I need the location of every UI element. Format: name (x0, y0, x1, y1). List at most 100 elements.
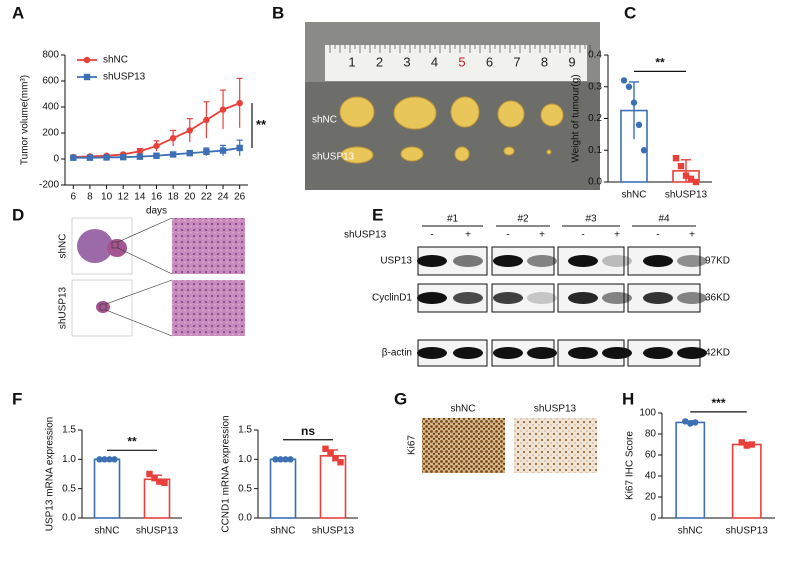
data-point (682, 172, 690, 179)
data-point (687, 175, 695, 183)
data-point (272, 456, 279, 463)
panel-label: B (272, 3, 284, 22)
y-axis-label: CCND1 mRNA expression (221, 415, 232, 532)
y-tick-label: 800 (42, 50, 59, 61)
size-label: 97KD (705, 256, 730, 267)
x-tick-label: shUSP13 (136, 526, 179, 537)
blot-band (527, 255, 557, 267)
data-point (322, 445, 329, 452)
x-tick-label: 24 (217, 192, 229, 203)
ruler-number: 9 (568, 54, 575, 69)
blot-band (453, 292, 483, 304)
panel-label: E (372, 205, 383, 224)
data-point (236, 144, 243, 152)
ruler-number: 2 (376, 54, 383, 69)
western-blot: #1 #2 #3 #4 shUSP13 - + - + - + - + USP13 97KD CyclinD1… (344, 214, 730, 367)
y-tick-label: 1.5 (238, 425, 252, 436)
data-point (146, 470, 153, 478)
y-tick-label: 600 (42, 76, 59, 87)
data-point (136, 153, 144, 160)
data-point (287, 456, 294, 463)
protein-label: USP13 (380, 256, 412, 267)
y-axis-label: Ki67 IHC Score (625, 431, 636, 500)
data-point (677, 162, 685, 170)
column-label: shUSP13 (534, 404, 577, 415)
condition-sign: - (430, 230, 433, 241)
y-tick-label: 1.0 (62, 454, 76, 465)
column-label: shNC (450, 404, 475, 415)
blot-band (677, 347, 707, 359)
y-axis-label: USP13 mRNA expression (45, 417, 56, 532)
y-tick-label: 200 (42, 128, 59, 139)
bar (675, 421, 706, 519)
ruler-number: 4 (431, 54, 438, 69)
sample-label: #1 (447, 214, 459, 225)
y-tick-label: 80 (645, 429, 657, 440)
condition-sign: + (465, 230, 471, 241)
data-point (738, 439, 745, 446)
blot-band (568, 255, 598, 267)
blot-band (568, 347, 598, 359)
panel-label: D (12, 205, 24, 224)
panel-label: F (12, 389, 22, 408)
data-point (153, 152, 160, 159)
ruler-number: 5 (458, 54, 465, 69)
data-point (96, 456, 103, 463)
y-tick-label: -200 (39, 180, 59, 191)
data-point (161, 479, 168, 486)
x-tick-label: 20 (184, 192, 196, 203)
data-point (186, 127, 193, 134)
histology (71, 217, 245, 337)
x-tick-label: 18 (168, 192, 180, 203)
x-tick-label: shUSP13 (665, 190, 708, 201)
data-point (106, 456, 113, 463)
condition-sign: + (539, 230, 545, 241)
legend-label: shNC (103, 55, 128, 66)
y-tick-label: 0.3 (588, 81, 602, 92)
condition-sign: - (581, 230, 584, 241)
data-point (672, 154, 680, 162)
data-point (282, 456, 289, 463)
x-tick-label: shNC (94, 526, 119, 537)
y-tick-label: 1.0 (238, 454, 252, 465)
panel-label: H (622, 389, 634, 408)
data-point (687, 420, 694, 427)
blot-band (527, 347, 557, 359)
blot-band (417, 292, 447, 304)
condition-sign: + (689, 230, 695, 241)
x-tick-label: 12 (118, 192, 130, 203)
y-tick-label: 0.1 (588, 145, 602, 156)
blot-band (602, 292, 632, 304)
panel-label: G (394, 389, 407, 408)
y-axis-label: Tumor volume(mm³) (20, 75, 31, 165)
y-tick-label: 60 (645, 450, 657, 461)
y-tick-label: 400 (42, 102, 59, 113)
data-point (153, 142, 160, 150)
y-tick-label: 40 (645, 471, 657, 482)
ruler-number: 8 (541, 54, 548, 69)
legend-marker (83, 56, 91, 64)
blot-band (453, 347, 483, 359)
y-tick-label: 1.5 (62, 425, 76, 436)
data-point (692, 178, 700, 186)
panel-label: C (624, 3, 636, 22)
data-point (625, 83, 633, 90)
y-tick-label: 0.5 (62, 483, 76, 494)
blot-band (493, 255, 523, 267)
blot-band (677, 255, 707, 267)
sample-label: #3 (585, 214, 597, 225)
data-point (136, 148, 144, 155)
sample-label: #4 (658, 214, 670, 225)
data-point (101, 456, 108, 463)
legend-marker (83, 73, 91, 81)
size-label: 36KD (705, 293, 730, 304)
data-point (635, 121, 643, 129)
x-tick-label: 6 (71, 192, 77, 203)
blot-band (643, 255, 673, 267)
x-tick-label: 22 (201, 192, 213, 203)
ruler-number: 7 (513, 54, 520, 69)
y-tick-label: 0.0 (588, 177, 602, 188)
panel-label: A (12, 3, 24, 22)
data-point (236, 99, 243, 107)
y-tick-label: 0 (53, 154, 59, 165)
